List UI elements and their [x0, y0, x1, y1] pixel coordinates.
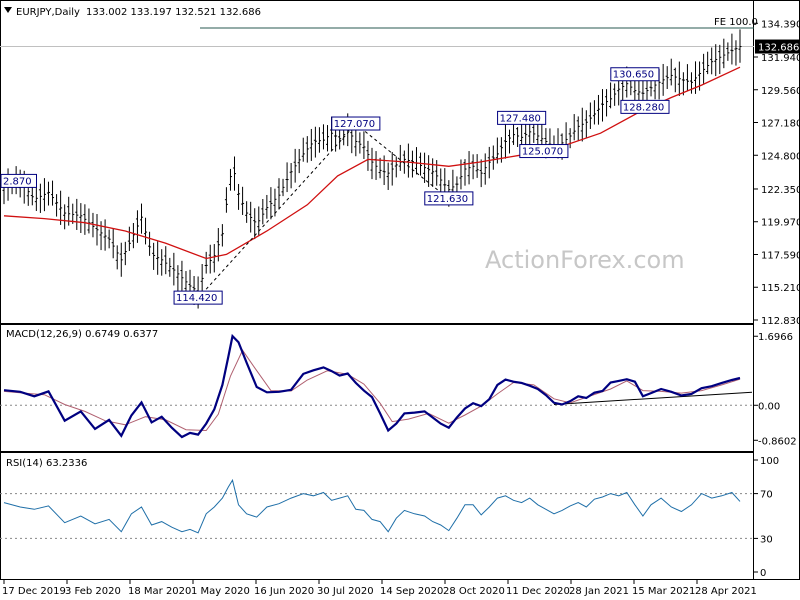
date-axis-label: 11 Dec 2020	[506, 586, 570, 597]
current-price-label: 132.686	[758, 43, 799, 54]
moving-average-line	[3, 66, 741, 260]
date-axis-label: 3 Feb 2020	[65, 586, 121, 597]
rsi-panel-frame	[0, 452, 754, 580]
macd-line	[3, 333, 741, 439]
price-axis-label: 119.970	[761, 218, 800, 229]
swing-label-box	[497, 110, 547, 125]
swing-label-box	[519, 144, 569, 159]
macd-axis-label: 0.00	[758, 401, 780, 412]
price-axis-label: 127.180	[761, 119, 800, 130]
rsi-title: RSI(14) 63.2336	[6, 458, 87, 469]
date-axis-label: 1 May 2020	[191, 586, 250, 597]
price-axis-label: 122.350	[761, 185, 800, 196]
macd-axis-label: -0.8602	[758, 436, 797, 447]
axis-layer: 134.390 131.940 129.560 127.180 124.800 122.3…	[2, 19, 800, 597]
header-triangle-icon	[4, 7, 12, 13]
date-axis-label: 14 Sep 2020	[380, 586, 443, 597]
swing-label-box	[620, 99, 670, 114]
rsi-axis-label: 0	[760, 568, 766, 579]
price-axis-label: 115.210	[761, 283, 800, 294]
chart-header-ohlc: 133.002 133.197 132.521 132.686	[86, 7, 261, 18]
current-price-badge	[755, 39, 800, 54]
macd-panel-frame	[0, 324, 754, 452]
rsi-axis-label: 30	[760, 534, 773, 545]
macd-axis-label: 1.6966	[758, 332, 793, 343]
swing-label-box	[424, 191, 474, 206]
price-layer: FE 100.0 2.870 114.420 127.070 121.630 127.48…	[0, 17, 758, 309]
date-axis-label: 16 Jun 2020	[254, 586, 314, 597]
date-axis-label: 18 Mar 2020	[128, 586, 191, 597]
swing-label: 114.420	[176, 293, 217, 304]
pattern-dashed-line	[355, 123, 450, 200]
macd-signal-line	[3, 349, 741, 432]
price-axis-label: 134.390	[761, 19, 800, 30]
price-panel-frame	[0, 0, 754, 324]
swing-label-box	[331, 116, 381, 131]
swing-label-box	[0, 173, 37, 188]
chart-header-symbol: EURJPY,Daily	[16, 7, 80, 18]
date-axis-label: 28 Apr 2021	[695, 586, 757, 597]
swing-label: 125.070	[522, 147, 563, 158]
price-axis-label: 124.800	[761, 151, 800, 162]
rsi-layer	[0, 478, 754, 539]
watermark: ActionForex.com	[485, 246, 685, 274]
macd-layer	[0, 333, 754, 439]
swing-label: 2.870	[3, 176, 32, 187]
pattern-dashed-line	[197, 123, 357, 299]
rsi-line	[3, 478, 741, 534]
macd-title: MACD(12,26,9) 0.6749 0.6377	[6, 329, 158, 340]
swing-label-box	[610, 67, 660, 82]
swing-label: 130.650	[613, 70, 654, 81]
rsi-axis-label: 70	[760, 490, 773, 501]
date-axis-label: 15 Mar 2021	[632, 586, 695, 597]
swing-label: 127.480	[500, 113, 541, 124]
price-axis-label: 129.560	[761, 86, 800, 97]
macd-trendline	[553, 391, 753, 405]
date-axis-label: 30 Jul 2020	[317, 586, 374, 597]
price-axis-label: 112.830	[761, 316, 800, 327]
swing-label-box	[173, 290, 223, 305]
date-axis-label: 28 Oct 2020	[443, 586, 505, 597]
swing-label: 128.280	[623, 102, 664, 113]
rsi-axis-label: 100	[760, 456, 779, 467]
price-axis-label: 131.940	[761, 53, 800, 64]
price-axis-label: 117.590	[761, 250, 800, 261]
date-axis-label: 28 Jan 2021	[569, 586, 629, 597]
fe-level-label: FE 100.0	[714, 17, 758, 28]
swing-label: 127.070	[334, 119, 375, 130]
swing-label: 121.630	[427, 194, 468, 205]
date-axis-label: 17 Dec 2019	[2, 586, 66, 597]
